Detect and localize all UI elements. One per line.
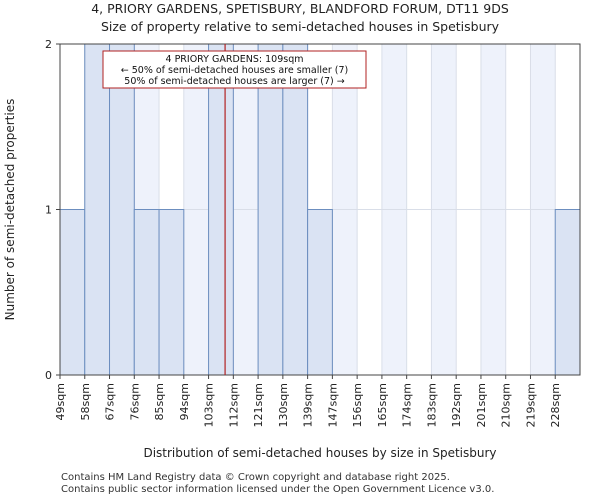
y-tick-label: 0 (45, 369, 52, 382)
x-tick-label: 156sqm (351, 383, 364, 427)
footer-line-2: Contains public sector information licen… (61, 484, 495, 495)
footer-line-1: Contains HM Land Registry data © Crown c… (61, 472, 450, 483)
bar-228sqm (554, 209, 581, 376)
y-tick-label: 2 (45, 38, 52, 51)
x-tick-label: 76sqm (128, 383, 141, 420)
x-tick-label: 139sqm (302, 383, 315, 427)
x-tick-label: 130sqm (277, 383, 290, 427)
bar-58sqm (84, 43, 111, 376)
x-tick-label: 112sqm (227, 383, 240, 427)
x-tick-label: 165sqm (376, 383, 389, 427)
x-tick-label: 94sqm (178, 383, 191, 420)
x-tick-label: 49sqm (54, 383, 67, 420)
x-tick-label: 174sqm (401, 383, 414, 427)
annotation-line-2: ← 50% of semi-detached houses are smalle… (121, 65, 349, 76)
x-tick-label: 219sqm (524, 383, 537, 427)
x-axis-label: Distribution of semi-detached houses by … (143, 446, 496, 460)
bar-85sqm (158, 209, 185, 376)
bar-49sqm (59, 209, 86, 376)
chart-subtitle: Size of property relative to semi-detach… (100, 19, 500, 34)
x-tick-label: 58sqm (79, 383, 92, 420)
bar-139sqm (307, 209, 333, 376)
x-tick-label: 201sqm (475, 383, 488, 427)
x-tick-label: 210sqm (500, 383, 513, 427)
bar-121sqm (257, 43, 284, 376)
bar-76sqm (133, 209, 160, 376)
x-tick-label: 67sqm (104, 383, 117, 420)
x-tick-label: 121sqm (252, 383, 265, 427)
annotation-line-1: 4 PRIORY GARDENS: 109sqm (166, 54, 304, 65)
x-tick-label: 183sqm (425, 383, 438, 427)
x-tick-label: 85sqm (153, 383, 166, 420)
y-tick-label: 1 (45, 204, 52, 217)
x-tick-label: 147sqm (326, 383, 339, 427)
bar-67sqm (109, 43, 135, 376)
annotation-line-3: 50% of semi-detached houses are larger (… (124, 76, 344, 87)
y-axis-label: Number of semi-detached properties (3, 99, 17, 321)
bar-103sqm (208, 43, 234, 376)
x-tick-label: 228sqm (549, 383, 562, 427)
chart-title: 4, PRIORY GARDENS, SPETISBURY, BLANDFORD… (91, 1, 509, 16)
bar-130sqm (282, 43, 309, 376)
x-tick-label: 103sqm (203, 383, 216, 427)
x-tick-label: 192sqm (450, 383, 463, 427)
annotation-box (102, 50, 367, 89)
